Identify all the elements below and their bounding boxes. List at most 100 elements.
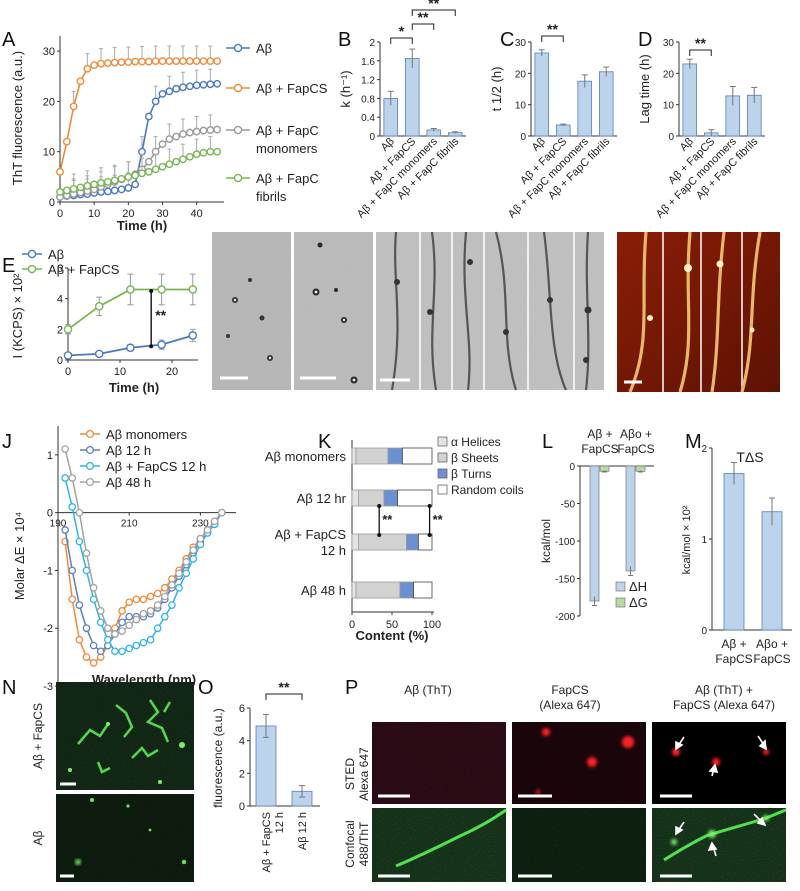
data-point: [168, 581, 176, 589]
legend-marker: [233, 125, 243, 135]
stacked-bar-segment: [417, 533, 433, 551]
data-point: [69, 102, 78, 111]
micrograph-n-bottom: [56, 794, 194, 882]
category-label: Aβ monomers: [265, 449, 347, 464]
data-point: [189, 546, 198, 555]
p-column-titles: Aβ (ThT) FapCS (Alexa 647) Aβ (ThT) + FapC…: [404, 683, 775, 712]
legend-swatch: [437, 452, 448, 463]
stacked-bar-segment: [355, 447, 389, 465]
data-point: [213, 125, 222, 134]
panel-letter-n: N: [2, 677, 16, 699]
panel-letter-a: A: [2, 29, 16, 51]
legend-marker: [233, 83, 243, 93]
data-point: [75, 537, 84, 546]
category-label: Aβ 12 hr: [297, 491, 347, 506]
data-point: [158, 140, 167, 149]
chart-a: 0 10 20 30 0 10 20 30 40 Time (h) ThT fluorescence…: [10, 36, 328, 233]
data-point: [172, 157, 181, 166]
data-point: [68, 566, 77, 575]
stacked-bar-segment: [399, 581, 415, 599]
significance-end: [377, 533, 382, 537]
data-point: [97, 178, 105, 187]
y-tick-label: 1.2: [361, 76, 375, 87]
data-point: [124, 184, 133, 192]
significance-end: [149, 289, 154, 293]
data-point: [165, 160, 174, 169]
micrograph-g: [294, 232, 373, 390]
data-point: [90, 180, 99, 189]
x-tick-label: 0: [349, 619, 355, 631]
data-point: [82, 549, 91, 557]
p-col-title-3: Aβ (ThT) + FapCS (Alexa 647): [673, 683, 775, 712]
stacked-bar-segment: [405, 533, 419, 551]
data-point: [76, 183, 85, 192]
data-point: [131, 171, 140, 180]
data-point: [103, 635, 112, 644]
data-point: [182, 569, 191, 578]
y-tick-label: 1: [47, 450, 53, 462]
arrow-markers: [675, 735, 767, 777]
stacked-bar-segment: [357, 489, 385, 507]
data-point: [151, 57, 160, 66]
data-point: [146, 635, 155, 644]
y-tick-label: -1: [43, 565, 53, 577]
panel-letter-e: E: [2, 255, 15, 277]
x-tick-label: 20: [166, 366, 178, 378]
legend-label: Aβ: [48, 247, 64, 262]
stacked-bar-segment: [351, 581, 357, 599]
data-point: [199, 57, 208, 66]
y-axis-title: I (KCPS) × 10²: [10, 273, 25, 359]
y-tick-label: 1: [701, 535, 707, 546]
category-label: Aβo + FapCS: [753, 637, 790, 666]
data-point: [146, 607, 155, 615]
y-tick-label: 6: [239, 703, 245, 715]
data-point: [61, 526, 69, 534]
y-axis-title: kcal/mol × 10²: [681, 505, 693, 574]
data-point: [151, 165, 160, 174]
data-point: [165, 87, 174, 96]
x-axis-title: Time (h): [117, 218, 167, 233]
y-tick-label: 30: [515, 38, 527, 49]
significance-end: [427, 533, 432, 537]
x-tick-label: 100: [423, 619, 441, 631]
significance-mark: **: [155, 307, 166, 323]
data-point: [125, 621, 134, 630]
data-point: [117, 58, 126, 67]
y-axis-title: k (h⁻¹): [338, 70, 353, 107]
category-label: Aβ + FapCS: [715, 637, 752, 666]
bar: [682, 63, 698, 137]
data-point: [82, 566, 91, 575]
y-axis-title: ThT fluorescence (a.u.): [10, 51, 25, 185]
data-point: [179, 155, 187, 164]
data-point: [199, 80, 208, 89]
data-point: [131, 57, 140, 66]
legend-label: Aβ monomers: [106, 427, 188, 442]
data-point: [111, 630, 119, 638]
data-point: [103, 624, 112, 633]
y-tick-label: 0: [49, 197, 55, 209]
data-point: [118, 647, 126, 656]
micrograph-n-top: [56, 682, 194, 790]
data-point: [206, 57, 215, 66]
y-tick-label: 0: [520, 132, 526, 143]
chart-o: 0 2 4 6 fluorescence (a.u.) Aβ + FapCS12 h Aβ …: [211, 679, 320, 872]
legend-label: β Sheets: [451, 451, 499, 465]
bar: [589, 465, 600, 602]
panel-letter-b: B: [338, 29, 351, 51]
data-point: [75, 635, 84, 644]
x-tick-label: 10: [88, 208, 100, 220]
legend-label: Aβ + FapC monomers: [256, 123, 319, 156]
data-point: [139, 638, 148, 647]
data-point: [175, 583, 183, 592]
y-tick-label: 0.4: [361, 113, 375, 124]
data-point: [153, 601, 162, 609]
data-point: [126, 343, 135, 353]
data-point: [89, 583, 98, 592]
n-label-top: Aβ + FapCS: [31, 703, 45, 769]
series-line: [59, 82, 218, 198]
bar: [255, 725, 277, 807]
y-axis-title: Lag time (h): [637, 54, 652, 123]
stacked-bar-segment: [383, 489, 399, 507]
panel-letter-d: D: [638, 29, 652, 51]
